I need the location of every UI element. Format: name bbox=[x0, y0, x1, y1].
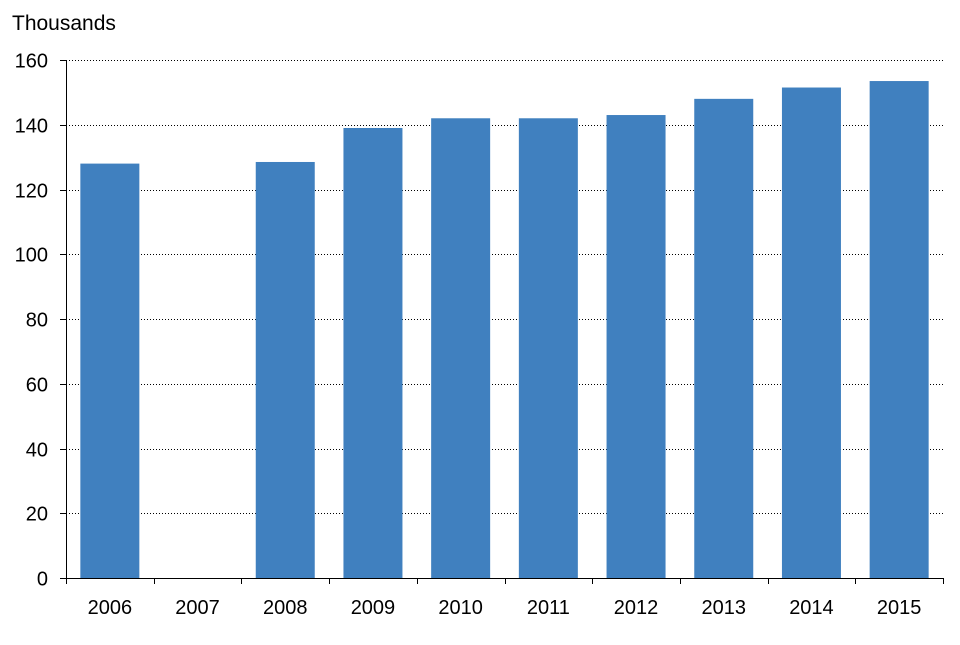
y-tick-label: 80 bbox=[26, 310, 48, 332]
bar bbox=[255, 161, 315, 578]
bar bbox=[343, 127, 403, 579]
x-tick-label: 2013 bbox=[702, 597, 747, 619]
bar bbox=[518, 118, 578, 579]
bar bbox=[606, 115, 666, 578]
x-tick-label: 2011 bbox=[527, 597, 570, 619]
bar bbox=[694, 98, 754, 578]
y-tick-label: 100 bbox=[15, 245, 48, 267]
x-tick-label: 2006 bbox=[88, 597, 133, 619]
y-tick-label: 120 bbox=[15, 181, 48, 203]
bar bbox=[80, 163, 140, 578]
x-tick-label: 2014 bbox=[789, 597, 834, 619]
x-tick-label: 2010 bbox=[438, 597, 483, 619]
x-tick-label: 2009 bbox=[351, 597, 396, 619]
bar bbox=[781, 87, 841, 579]
x-tick-label: 2012 bbox=[614, 597, 659, 619]
bar bbox=[869, 81, 929, 578]
x-tick-label: 2008 bbox=[263, 597, 308, 619]
y-tick-label: 20 bbox=[26, 504, 48, 526]
bar bbox=[431, 118, 491, 579]
y-axis-unit-label: Thousands bbox=[12, 12, 116, 35]
y-tick-label: 0 bbox=[37, 569, 48, 591]
y-tick-label: 160 bbox=[15, 51, 48, 73]
y-tick-label: 60 bbox=[26, 375, 48, 397]
y-tick-label: 140 bbox=[15, 116, 48, 138]
x-tick-label: 2015 bbox=[877, 597, 922, 619]
y-tick-label: 40 bbox=[26, 440, 48, 462]
x-tick-label: 2007 bbox=[175, 597, 220, 619]
